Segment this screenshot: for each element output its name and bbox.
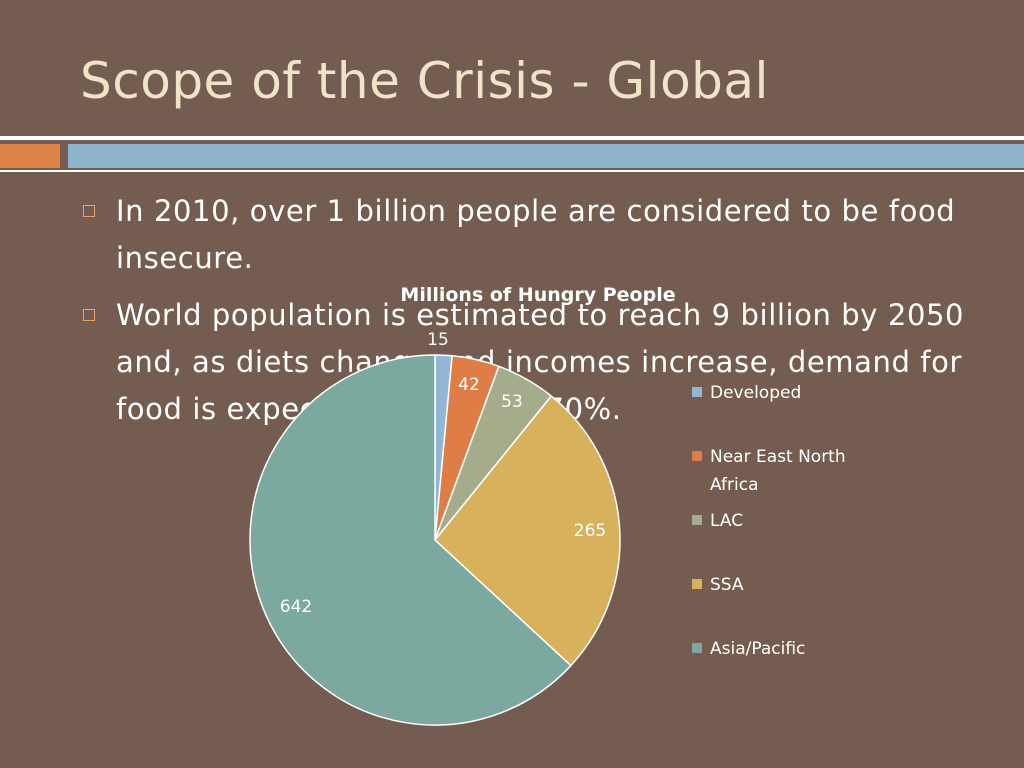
data-label-ssa: 265 <box>574 521 606 541</box>
legend-swatch <box>692 451 702 461</box>
legend-label: Asia/Pacific <box>710 639 805 659</box>
data-label-lac: 53 <box>501 392 523 412</box>
pie-slice-ssa <box>433 395 621 667</box>
square-bullet-icon <box>83 205 95 217</box>
bullet-text: In 2010, over 1 billion people are consi… <box>116 194 956 275</box>
legend-item-near-east-north-africa: Near East North Africa <box>692 447 846 495</box>
legend-label: Near East North Africa <box>710 447 846 495</box>
legend-item-asia-pacific: Asia/Pacific <box>692 639 805 659</box>
legend-label: Developed <box>710 383 801 403</box>
legend-item-developed: Developed <box>692 383 801 403</box>
legend-swatch <box>692 579 702 589</box>
legend-item-lac: LAC <box>692 511 743 531</box>
slide-title: Scope of the Crisis - Global <box>80 52 769 110</box>
header-rule-bottom <box>0 170 1024 172</box>
legend-label: SSA <box>710 575 744 595</box>
legend-swatch <box>692 643 702 653</box>
header-rule-top <box>0 136 1024 140</box>
header-band-blue <box>68 144 1024 168</box>
legend-swatch <box>692 515 702 525</box>
legend-swatch <box>692 387 702 397</box>
data-label-developed: 15 <box>427 330 449 350</box>
data-label-asia-pacific: 642 <box>280 597 312 617</box>
pie-slice-asia-pacific <box>249 354 572 726</box>
legend-item-ssa: SSA <box>692 575 744 595</box>
chart-title: Millions of Hungry People <box>400 284 675 306</box>
legend-label: LAC <box>710 511 743 531</box>
bullet-item: In 2010, over 1 billion people are consi… <box>82 188 982 282</box>
data-label-near-east-north-africa: 42 <box>458 375 480 395</box>
square-bullet-icon <box>83 309 95 321</box>
header-band-orange <box>0 144 60 168</box>
